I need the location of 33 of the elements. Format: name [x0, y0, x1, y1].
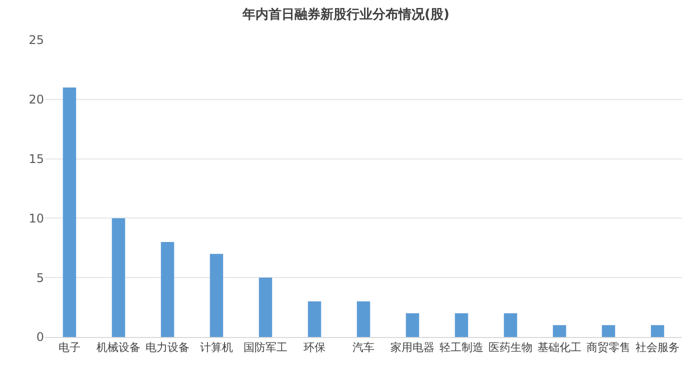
chart-title: 年内首日融券新股行业分布情况(股)	[242, 6, 450, 22]
bar	[258, 278, 272, 337]
x-tick-label: 环保	[304, 341, 326, 354]
x-tick-label: 计算机	[200, 341, 233, 354]
bar	[454, 313, 468, 337]
y-tick-label: 10	[28, 211, 44, 226]
bar	[112, 218, 126, 337]
x-tick-label: 汽车	[352, 341, 374, 354]
bar	[308, 301, 322, 337]
y-tick-label: 5	[36, 270, 44, 285]
bar	[406, 313, 420, 337]
bar	[504, 313, 518, 337]
x-tick-label: 国防军工	[244, 341, 288, 354]
bar	[552, 325, 566, 337]
y-tick-label: 25	[28, 33, 44, 48]
bar	[160, 242, 174, 337]
x-tick-label: 电力设备	[146, 341, 190, 354]
bar	[62, 88, 76, 337]
bar	[210, 254, 224, 337]
x-tick-label: 社会服务	[636, 341, 680, 354]
y-tick-label: 15	[28, 152, 44, 166]
x-tick-label: 电子	[58, 341, 80, 354]
bar	[356, 301, 370, 337]
x-tick-label: 轻工制造	[440, 341, 484, 354]
y-tick-label: 20	[28, 92, 44, 107]
x-tick-label: 医药生物	[488, 341, 532, 354]
bar	[650, 325, 664, 337]
x-tick-label: 家用电器	[390, 341, 434, 354]
x-tick-label: 基础化工	[538, 341, 582, 354]
x-tick-label: 商贸零售	[586, 341, 630, 354]
y-tick-label: 0	[36, 330, 44, 344]
bar	[602, 325, 616, 337]
x-tick-label: 机械设备	[96, 341, 140, 354]
